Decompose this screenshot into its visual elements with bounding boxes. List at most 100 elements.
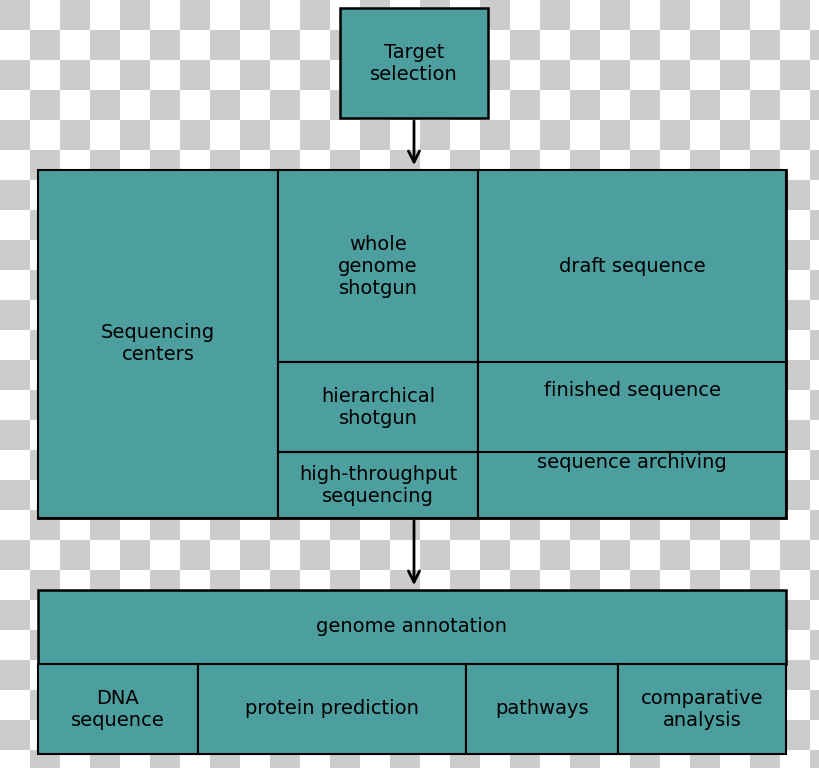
Bar bbox=[809, 480, 819, 510]
Bar bbox=[240, 600, 269, 630]
Bar bbox=[450, 60, 479, 90]
Bar bbox=[749, 180, 779, 210]
Bar bbox=[569, 630, 600, 660]
Bar bbox=[719, 420, 749, 450]
Bar bbox=[719, 390, 749, 420]
Bar bbox=[779, 600, 809, 630]
Bar bbox=[120, 480, 150, 510]
Bar bbox=[150, 660, 180, 690]
Bar bbox=[509, 240, 540, 270]
Bar bbox=[180, 240, 210, 270]
Bar bbox=[269, 180, 300, 210]
Bar bbox=[600, 30, 629, 60]
Bar bbox=[240, 720, 269, 750]
Bar bbox=[540, 270, 569, 300]
Bar bbox=[120, 0, 150, 30]
Bar bbox=[479, 270, 509, 300]
Bar bbox=[60, 720, 90, 750]
Bar bbox=[30, 630, 60, 660]
Bar bbox=[509, 30, 540, 60]
Bar bbox=[360, 210, 390, 240]
Bar bbox=[30, 690, 60, 720]
Bar bbox=[90, 90, 120, 120]
Bar bbox=[300, 510, 329, 540]
Bar bbox=[479, 60, 509, 90]
Bar bbox=[210, 180, 240, 210]
Bar bbox=[329, 510, 360, 540]
Bar bbox=[0, 210, 30, 240]
Bar bbox=[779, 330, 809, 360]
Bar bbox=[419, 240, 450, 270]
Bar bbox=[180, 120, 210, 150]
Bar bbox=[479, 390, 509, 420]
Bar bbox=[240, 510, 269, 540]
Bar bbox=[689, 360, 719, 390]
Bar bbox=[509, 300, 540, 330]
Bar bbox=[719, 150, 749, 180]
Bar bbox=[60, 60, 90, 90]
Bar bbox=[269, 750, 300, 768]
Bar bbox=[450, 570, 479, 600]
Bar bbox=[629, 570, 659, 600]
Bar bbox=[329, 600, 360, 630]
Bar bbox=[150, 240, 180, 270]
Bar bbox=[540, 690, 569, 720]
Bar bbox=[629, 60, 659, 90]
Bar bbox=[749, 720, 779, 750]
Bar bbox=[360, 480, 390, 510]
Bar bbox=[600, 360, 629, 390]
Bar bbox=[629, 720, 659, 750]
Bar bbox=[30, 420, 60, 450]
Bar bbox=[749, 540, 779, 570]
Bar bbox=[569, 90, 600, 120]
Bar bbox=[600, 720, 629, 750]
Bar bbox=[269, 690, 300, 720]
Bar bbox=[60, 570, 90, 600]
Bar bbox=[30, 540, 60, 570]
Bar bbox=[30, 120, 60, 150]
Bar bbox=[90, 120, 120, 150]
Bar bbox=[629, 240, 659, 270]
Bar bbox=[749, 690, 779, 720]
Bar bbox=[689, 270, 719, 300]
Bar bbox=[629, 480, 659, 510]
Bar bbox=[120, 750, 150, 768]
Bar bbox=[150, 330, 180, 360]
Bar bbox=[329, 330, 360, 360]
Bar bbox=[210, 690, 240, 720]
Bar bbox=[600, 690, 629, 720]
Bar bbox=[450, 630, 479, 660]
Bar bbox=[540, 300, 569, 330]
Text: whole
genome
shotgun: whole genome shotgun bbox=[338, 234, 417, 297]
Bar bbox=[659, 420, 689, 450]
Bar bbox=[240, 270, 269, 300]
Bar bbox=[390, 0, 419, 30]
Bar bbox=[479, 240, 509, 270]
Bar bbox=[0, 540, 30, 570]
Bar bbox=[689, 420, 719, 450]
Text: protein prediction: protein prediction bbox=[245, 700, 419, 719]
Bar bbox=[329, 300, 360, 330]
Bar bbox=[809, 0, 819, 30]
Bar bbox=[120, 90, 150, 120]
Bar bbox=[30, 480, 60, 510]
Bar bbox=[329, 60, 360, 90]
Bar bbox=[0, 120, 30, 150]
Bar bbox=[240, 30, 269, 60]
Bar bbox=[629, 360, 659, 390]
Bar bbox=[180, 630, 210, 660]
Bar bbox=[30, 510, 60, 540]
Bar bbox=[600, 750, 629, 768]
Bar bbox=[269, 480, 300, 510]
Bar bbox=[240, 240, 269, 270]
Bar bbox=[509, 90, 540, 120]
Bar bbox=[180, 420, 210, 450]
Bar bbox=[509, 60, 540, 90]
Bar bbox=[600, 510, 629, 540]
Bar bbox=[90, 540, 120, 570]
Bar bbox=[689, 240, 719, 270]
Bar bbox=[90, 270, 120, 300]
Bar bbox=[479, 120, 509, 150]
Bar bbox=[210, 510, 240, 540]
Bar bbox=[120, 630, 150, 660]
